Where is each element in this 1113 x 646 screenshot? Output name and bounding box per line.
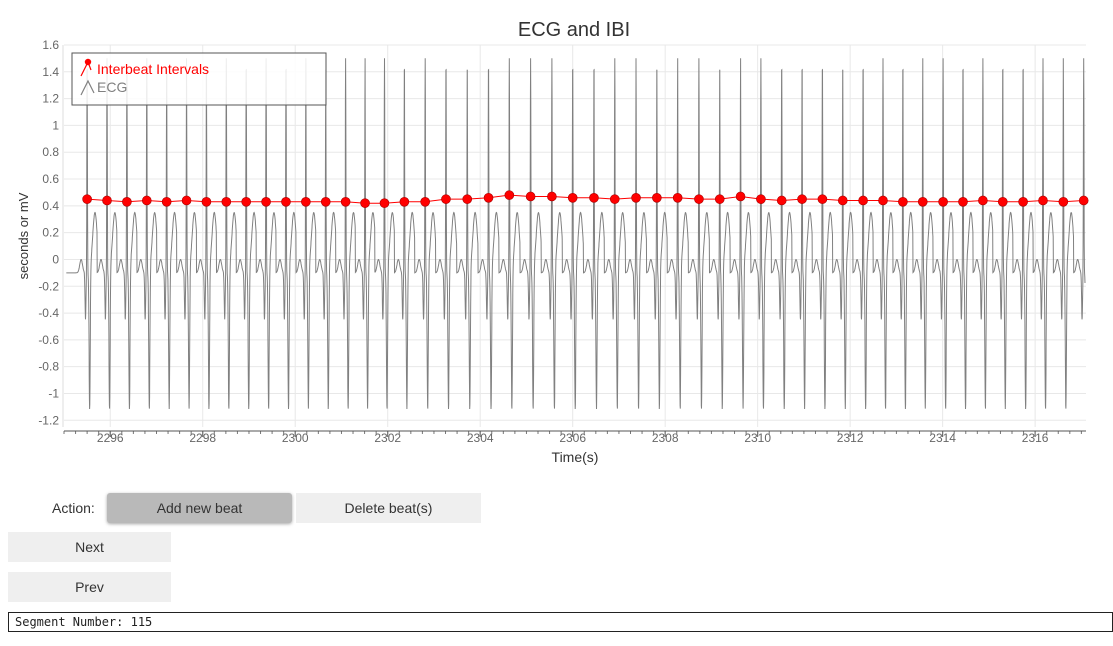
ibi-point bbox=[360, 198, 370, 208]
y-tick-label: 0.4 bbox=[42, 199, 59, 213]
ibi-point bbox=[589, 193, 599, 203]
ibi-point bbox=[122, 197, 132, 207]
y-tick-label: -0.6 bbox=[38, 333, 59, 347]
ibi-point bbox=[525, 191, 536, 202]
ibi-point bbox=[340, 197, 351, 207]
ibi-point bbox=[504, 190, 515, 200]
ecg-series bbox=[66, 58, 1086, 410]
ibi-point bbox=[261, 197, 271, 207]
ecg-ibi-chart[interactable]: -1.2 -1 -0.8 -0.6 -0.4 -0.2 0 0.2 0.4 0.6 0.8 1 1.2 1… bbox=[0, 0, 1113, 480]
x-tick-label: 2314 bbox=[929, 431, 956, 445]
ibi-point bbox=[917, 197, 928, 207]
ibi-point bbox=[281, 197, 291, 207]
ibi-point bbox=[997, 197, 1008, 207]
ibi-point bbox=[878, 195, 888, 206]
ibi-point bbox=[837, 195, 848, 206]
ecg-line bbox=[66, 58, 1086, 410]
ibi-series bbox=[82, 190, 1089, 208]
y-tick-label: 1.6 bbox=[42, 38, 59, 52]
y-tick-label: -0.4 bbox=[38, 306, 59, 320]
x-tick-label: 2316 bbox=[1022, 431, 1049, 445]
ibi-point bbox=[938, 197, 948, 207]
ibi-point bbox=[379, 198, 390, 208]
y-axis-label: seconds or mV bbox=[16, 192, 31, 279]
y-tick-label: -0.2 bbox=[38, 279, 59, 293]
y-tick-label: 1.2 bbox=[42, 92, 59, 106]
ibi-point bbox=[817, 194, 828, 204]
ibi-point bbox=[102, 195, 112, 206]
x-tick-label: 2296 bbox=[97, 431, 124, 445]
ibi-point bbox=[399, 197, 410, 207]
ibi-point bbox=[735, 191, 746, 202]
y-tick-label: -1.2 bbox=[38, 413, 59, 427]
ibi-point bbox=[609, 194, 620, 204]
x-tick-label: 2300 bbox=[282, 431, 309, 445]
y-tick-label: 0.8 bbox=[42, 145, 59, 159]
x-tick-label: 2298 bbox=[189, 431, 216, 445]
ibi-point bbox=[201, 197, 212, 207]
ibi-point bbox=[898, 197, 908, 207]
add-new-beat-button[interactable]: Add new beat bbox=[107, 493, 292, 523]
x-tick-label: 2310 bbox=[744, 431, 771, 445]
x-tick-label: 2302 bbox=[374, 431, 401, 445]
ibi-point bbox=[1018, 197, 1028, 207]
ibi-point bbox=[694, 194, 704, 204]
ibi-point bbox=[652, 193, 662, 203]
x-tick-label: 2306 bbox=[559, 431, 586, 445]
ibi-point bbox=[181, 195, 192, 206]
ibi-point bbox=[547, 191, 557, 202]
delete-beats-button[interactable]: Delete beat(s) bbox=[296, 493, 481, 523]
y-tick-label: -0.8 bbox=[38, 360, 59, 374]
ibi-point bbox=[1058, 197, 1069, 207]
ibi-point bbox=[221, 197, 232, 207]
ibi-point bbox=[1078, 195, 1089, 206]
action-label: Action: bbox=[52, 500, 95, 516]
ibi-point bbox=[301, 197, 311, 207]
legend-ecg-symbol bbox=[80, 79, 95, 96]
y-tick-label: 0 bbox=[52, 252, 59, 266]
ibi-point bbox=[141, 195, 152, 206]
ibi-point bbox=[567, 193, 578, 203]
prev-button[interactable]: Prev bbox=[8, 572, 171, 602]
ibi-point bbox=[631, 193, 641, 203]
ibi-point bbox=[161, 197, 172, 207]
ibi-point bbox=[672, 193, 683, 203]
ibi-point bbox=[756, 194, 766, 204]
ibi-point bbox=[858, 195, 868, 206]
x-tick-label: 2308 bbox=[652, 431, 679, 445]
ibi-line bbox=[87, 194, 1084, 204]
x-tick-label: 2312 bbox=[837, 431, 864, 445]
ibi-point bbox=[1038, 195, 1048, 206]
ibi-point bbox=[714, 194, 725, 204]
legend[interactable]: Interbeat Intervals ECG bbox=[71, 52, 327, 106]
x-axis-label: Time(s) bbox=[552, 449, 599, 465]
ibi-point bbox=[82, 194, 92, 204]
ibi-point bbox=[241, 197, 252, 207]
ibi-point bbox=[320, 197, 331, 207]
y-tick-label: 1 bbox=[52, 118, 59, 132]
y-tick-label: 0.2 bbox=[42, 226, 59, 240]
y-tick-label: 0.6 bbox=[42, 172, 59, 186]
chart-title: ECG and IBI bbox=[518, 19, 630, 41]
next-button[interactable]: Next bbox=[8, 532, 171, 562]
ibi-point bbox=[441, 194, 451, 204]
legend-ibi-label: Interbeat Intervals bbox=[97, 61, 209, 77]
x-tick-label: 2304 bbox=[467, 431, 494, 445]
ibi-point bbox=[776, 195, 787, 206]
legend-ecg-label: ECG bbox=[97, 79, 127, 95]
legend-box bbox=[71, 52, 327, 106]
y-tick-label: 1.4 bbox=[42, 65, 59, 79]
ibi-point bbox=[462, 194, 473, 204]
legend-ibi-symbol bbox=[80, 58, 92, 77]
axes: -1.2 -1 -0.8 -0.6 -0.4 -0.2 0 0.2 0.4 0.6 0.8 1 1.2 1… bbox=[38, 38, 1086, 445]
y-tick-label: -1 bbox=[48, 386, 59, 400]
ibi-point bbox=[958, 197, 968, 207]
ibi-point bbox=[420, 197, 430, 207]
segment-number-display: Segment Number: 115 bbox=[8, 612, 1113, 632]
ibi-point bbox=[978, 195, 988, 206]
ibi-point bbox=[483, 193, 494, 203]
ibi-point bbox=[797, 194, 807, 204]
